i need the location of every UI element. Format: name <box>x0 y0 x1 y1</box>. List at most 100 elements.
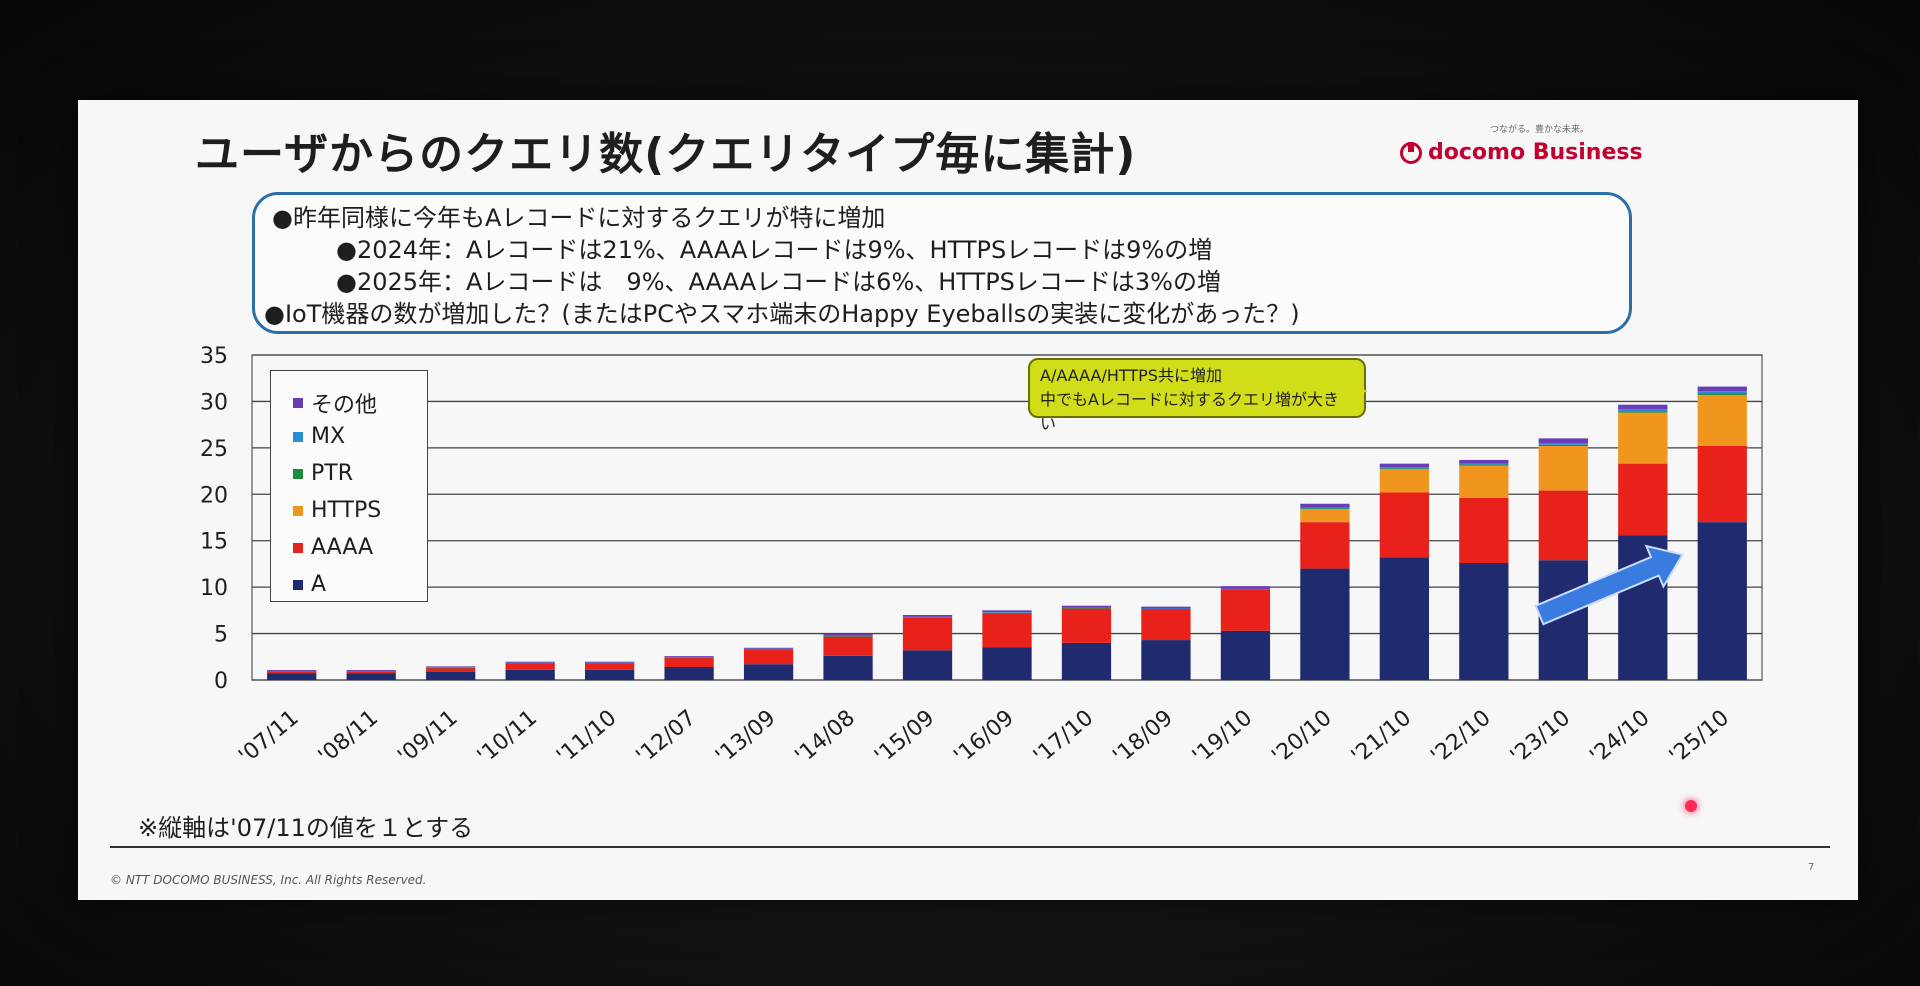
bar-segment-aaaa <box>1459 498 1509 563</box>
x-tick-label: '14/08 <box>791 705 860 769</box>
x-tick-label: '21/10 <box>1347 705 1416 769</box>
bar-segment-mx <box>584 662 635 664</box>
bar-segment-ptr <box>346 671 396 673</box>
bar-segment-a <box>1141 640 1191 680</box>
x-tick-label: '19/10 <box>1188 705 1257 769</box>
bar-segment-aaaa <box>267 671 317 674</box>
bar-segment-ptr <box>1300 508 1350 510</box>
x-tick-label: '17/10 <box>1029 705 1098 769</box>
y-tick-label: 15 <box>200 530 228 555</box>
bar-segment-https <box>1300 509 1350 523</box>
bar-segment-aaaa <box>664 657 714 667</box>
legend-item-https: HTTPS <box>293 498 381 523</box>
trend-arrow-shape <box>1534 544 1685 626</box>
bar-segment-aaaa <box>1379 492 1430 558</box>
bar-segment-ptr <box>982 612 1032 614</box>
copyright: © NTT DOCOMO BUSINESS, Inc. All Rights R… <box>110 873 427 887</box>
bar-segment-ptr <box>823 636 873 637</box>
bar-segment-aaaa <box>584 663 635 670</box>
chart-legend: その他 MX PTR HTTPS AAAA A <box>270 370 428 602</box>
bar-segment-other <box>1220 586 1271 589</box>
bar-segment-other <box>823 633 873 636</box>
bar-segment-mx <box>1141 608 1191 610</box>
summary-box <box>252 192 1632 334</box>
bar-segment-mx <box>1618 409 1668 412</box>
bar-segment-other <box>982 610 1032 613</box>
brand-tagline: つながる。豊かな未来。 <box>1490 125 1590 135</box>
y-tick-label: 5 <box>214 623 228 648</box>
bar-segment-mx <box>1300 507 1350 509</box>
bar-segment-mx <box>346 670 396 672</box>
bar-segment-ptr <box>1697 393 1747 395</box>
bar-segment-ptr <box>1220 589 1271 590</box>
legend-label-aaaa: AAAA <box>311 535 374 560</box>
bar-segment-ptr <box>1538 444 1588 446</box>
bar-segment-ptr <box>1141 608 1191 610</box>
bar-segment-mx <box>1697 391 1747 394</box>
x-tick-label: '11/10 <box>552 705 621 769</box>
x-tick-label: '18/09 <box>1109 705 1178 769</box>
bar-segment-aaaa <box>902 617 953 651</box>
bar-segment-mx <box>743 648 794 650</box>
bar-segment-aaaa <box>1697 446 1747 523</box>
legend-label-ptr: PTR <box>311 461 353 486</box>
x-tick-label: '10/11 <box>473 705 542 769</box>
note-line-3: ●2025年：Aレコードは 9%、AAAAレコードは6%、HTTPSレコードは3… <box>336 268 1221 296</box>
callout-line-2: 中でもAレコードに対するクエリ増が大きい <box>1040 390 1339 433</box>
footnote: ※縦軸は'07/11の値を１とする <box>138 814 474 842</box>
bar-segment-other <box>1538 438 1588 444</box>
bar-segment-mx <box>982 612 1032 613</box>
bar-segment-ptr <box>664 657 714 659</box>
legend-item-aaaa: AAAA <box>293 535 373 560</box>
docomo-logo-icon <box>1400 141 1422 164</box>
brand: docomo Business <box>1400 140 1643 165</box>
bar-segment-a <box>584 669 635 680</box>
callout-line-1: A/AAAA/HTTPS共に増加 <box>1040 366 1222 385</box>
bar-segment-mx <box>664 657 714 658</box>
bar-segment-ptr <box>426 667 476 669</box>
bar-segment-ptr <box>267 671 317 673</box>
bar-segment-a <box>1697 522 1747 680</box>
bar-segment-ptr <box>505 663 555 664</box>
legend-item-mx: MX <box>293 424 345 449</box>
bar-segment-ptr <box>1618 411 1668 413</box>
bar-segment-other <box>743 647 794 649</box>
bar-segment-a <box>1061 642 1112 680</box>
bar-segment-other <box>1061 605 1112 608</box>
bar-segment-aaaa <box>426 667 476 672</box>
legend-swatch-other <box>293 398 303 408</box>
bar-segment-aaaa <box>1300 522 1350 569</box>
bar-segment-a <box>743 664 794 680</box>
bar-segment-a <box>664 667 714 680</box>
x-tick-label: '15/09 <box>870 705 939 769</box>
bar-segment-a <box>982 647 1032 680</box>
bar-segment-a <box>1459 563 1509 680</box>
x-tick-label: '09/11 <box>393 705 462 769</box>
x-tick-label: '22/10 <box>1426 705 1495 769</box>
legend-swatch-mx <box>293 431 303 442</box>
bar-segment-a <box>1379 557 1430 680</box>
bar-segment-a <box>505 669 555 680</box>
x-tick-label: '25/10 <box>1665 705 1734 769</box>
x-tick-label: '23/10 <box>1506 705 1575 769</box>
slide-title: ユーザからのクエリ数(クエリタイプ毎に集計) <box>195 129 1137 180</box>
legend-swatch-a <box>293 579 303 590</box>
bar-segment-other <box>1379 463 1430 468</box>
legend-item-ptr: PTR <box>293 461 353 486</box>
y-tick-label: 0 <box>214 669 228 694</box>
bar-segment-mx <box>902 616 953 618</box>
bar-segment-a <box>902 650 953 680</box>
y-tick-label: 20 <box>200 483 228 508</box>
note-line-4: ●IoT機器の数が増加した？(またはPCやスマホ端末のHappy Eyeball… <box>264 300 1300 328</box>
x-tick-label: '12/07 <box>632 705 701 769</box>
legend-item-a: A <box>293 572 326 597</box>
bar-segment-mx <box>1220 588 1271 590</box>
bar-segment-https <box>1538 446 1588 491</box>
brand-name: docomo Business <box>1428 140 1643 165</box>
bar-segment-https <box>1618 412 1668 464</box>
legend-item-other: その他 <box>293 387 377 419</box>
legend-label-other: その他 <box>311 393 378 418</box>
bar-segment-ptr <box>1061 608 1112 609</box>
legend-swatch-aaaa <box>293 542 303 553</box>
